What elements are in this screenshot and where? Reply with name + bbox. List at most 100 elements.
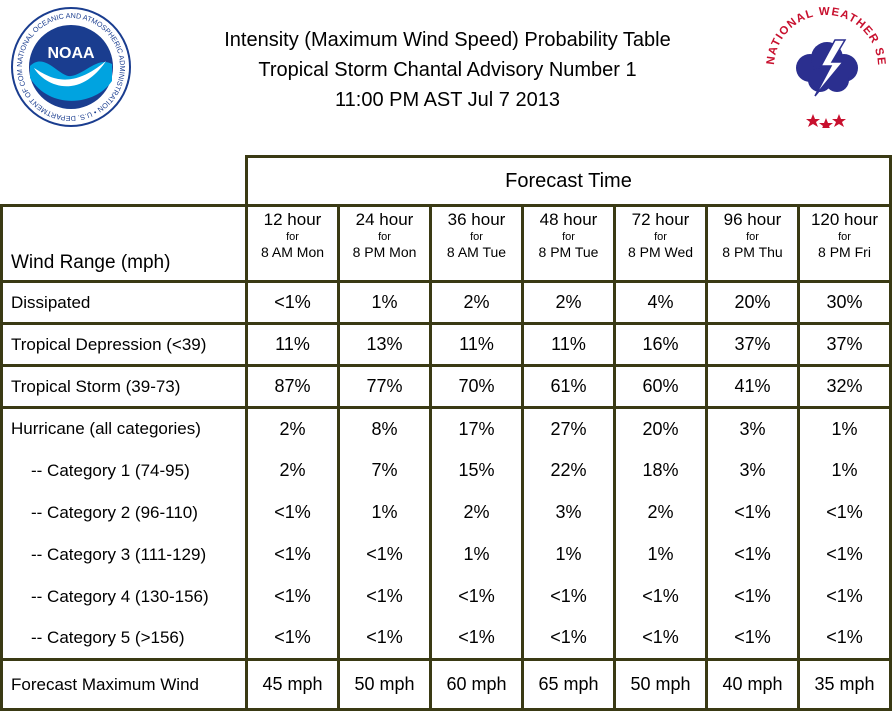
corner-blank [1, 156, 248, 207]
column-header: 120 hour for 8 PM Fri [797, 204, 892, 283]
value-cell: <1% [613, 575, 708, 618]
row-label: Tropical Depression (<39) [0, 322, 248, 367]
value-cell: 2% [521, 280, 616, 325]
value-cell: 61% [521, 364, 616, 409]
value-cell: <1% [705, 617, 800, 661]
value-cell: 45 mph [245, 658, 340, 711]
column-header-hours: 24 hour [355, 210, 414, 229]
table-row: -- Category 3 (111-129) <1% <1% 1% 1% 1% <1% <1… [0, 533, 892, 576]
value-cell: 37% [797, 322, 892, 367]
value-cell: 1% [337, 280, 432, 325]
value-cell: 11% [245, 322, 340, 367]
value-cell: 50 mph [337, 658, 432, 711]
value-cell: <1% [245, 575, 340, 618]
value-cell: 11% [521, 322, 616, 367]
column-header: 36 hour for 8 AM Tue [429, 204, 524, 283]
value-cell: 13% [337, 322, 432, 367]
column-header: 48 hour for 8 PM Tue [521, 204, 616, 283]
row-label: -- Category 3 (111-129) [0, 533, 248, 576]
value-cell: 2% [245, 406, 340, 450]
column-header-hours: 12 hour [263, 210, 322, 229]
value-cell: 1% [337, 491, 432, 534]
row-label: -- Category 1 (74-95) [0, 449, 248, 492]
row-label-text: -- Category 1 (74-95) [31, 460, 190, 480]
value-cell: <1% [797, 575, 892, 618]
value-cell: 30% [797, 280, 892, 325]
value-cell: <1% [613, 617, 708, 661]
value-cell: 87% [245, 364, 340, 409]
table-row: Forecast Maximum Wind 45 mph 50 mph 60 mph 6… [0, 658, 892, 711]
row-label-text: Tropical Depression (<39) [11, 334, 207, 354]
value-cell: 60% [613, 364, 708, 409]
value-cell: 40 mph [705, 658, 800, 711]
value-cell: 1% [797, 406, 892, 450]
value-cell: <1% [797, 533, 892, 576]
noaa-logo-text: NOAA [47, 45, 95, 62]
column-header-time: 8 PM Fri [818, 244, 871, 260]
nws-logo: NATIONAL WEATHER SERVICE [765, 6, 886, 128]
value-cell: 20% [613, 406, 708, 450]
value-cell: 41% [705, 364, 800, 409]
value-cell: 37% [705, 322, 800, 367]
value-cell: 1% [521, 533, 616, 576]
column-header-time: 8 PM Mon [352, 244, 417, 260]
column-header-time: 8 PM Thu [722, 244, 783, 260]
column-header-for: for [746, 231, 759, 243]
row-label: -- Category 2 (96-110) [0, 491, 248, 534]
probability-table: Forecast Time Wind Range (mph) 12 hour fo… [0, 155, 892, 711]
row-label-text: Tropical Storm (39-73) [11, 376, 181, 396]
column-header: 12 hour for 8 AM Mon [245, 204, 340, 283]
table-row: -- Category 4 (130-156) <1% <1% <1% <1% <1% <1… [0, 575, 892, 618]
value-cell: 50 mph [613, 658, 708, 711]
value-cell: 2% [245, 449, 340, 492]
forecast-time-header: Forecast Time [245, 155, 892, 207]
row-label: -- Category 4 (130-156) [0, 575, 248, 618]
value-cell: <1% [337, 617, 432, 661]
value-cell: <1% [705, 533, 800, 576]
value-cell: 27% [521, 406, 616, 450]
value-cell: 1% [429, 533, 524, 576]
value-cell: 2% [613, 491, 708, 534]
value-cell: 60 mph [429, 658, 524, 711]
value-cell: 4% [613, 280, 708, 325]
column-header-time: 8 PM Tue [538, 244, 599, 260]
column-header: 24 hour for 8 PM Mon [337, 204, 432, 283]
column-header-hours: 120 hour [810, 210, 879, 229]
title-line-3: 11:00 PM AST Jul 7 2013 [335, 89, 560, 111]
value-cell: <1% [337, 575, 432, 618]
value-cell: 2% [429, 491, 524, 534]
value-cell: 1% [797, 449, 892, 492]
value-cell: <1% [429, 575, 524, 618]
value-cell: 77% [337, 364, 432, 409]
wind-range-header: Wind Range (mph) [0, 204, 248, 283]
row-label-text: -- Category 2 (96-110) [31, 502, 198, 522]
value-cell: <1% [521, 617, 616, 661]
value-cell: 32% [797, 364, 892, 409]
value-cell: 20% [705, 280, 800, 325]
value-cell: 22% [521, 449, 616, 492]
table-row: Hurricane (all categories) 2% 8% 17% 27% 20% 3… [0, 406, 892, 450]
table-row: -- Category 2 (96-110) <1% 1% 2% 3% 2% <1% <1% [0, 491, 892, 534]
value-cell: 15% [429, 449, 524, 492]
title-line-2: Tropical Storm Chantal Advisory Number 1 [258, 59, 637, 81]
value-cell: 3% [521, 491, 616, 534]
table-row: Dissipated <1% 1% 2% 2% 4% 20% 30% [0, 280, 892, 325]
value-cell: 18% [613, 449, 708, 492]
row-label: Dissipated [0, 280, 248, 325]
value-cell: <1% [797, 617, 892, 661]
value-cell: <1% [705, 575, 800, 618]
column-header: 72 hour for 8 PM Wed [613, 204, 708, 283]
value-cell: <1% [245, 280, 340, 325]
value-cell: 3% [705, 449, 800, 492]
value-cell: 2% [429, 280, 524, 325]
column-header-for: for [286, 231, 299, 243]
value-cell: 16% [613, 322, 708, 367]
row-label: Forecast Maximum Wind [0, 658, 248, 711]
value-cell: 17% [429, 406, 524, 450]
row-label-text: -- Category 5 (>156) [31, 627, 185, 647]
column-header-hours: 48 hour [539, 210, 598, 229]
column-header-time: 8 AM Tue [446, 244, 507, 260]
value-cell: <1% [337, 533, 432, 576]
column-header-for: for [378, 231, 391, 243]
value-cell: 1% [613, 533, 708, 576]
